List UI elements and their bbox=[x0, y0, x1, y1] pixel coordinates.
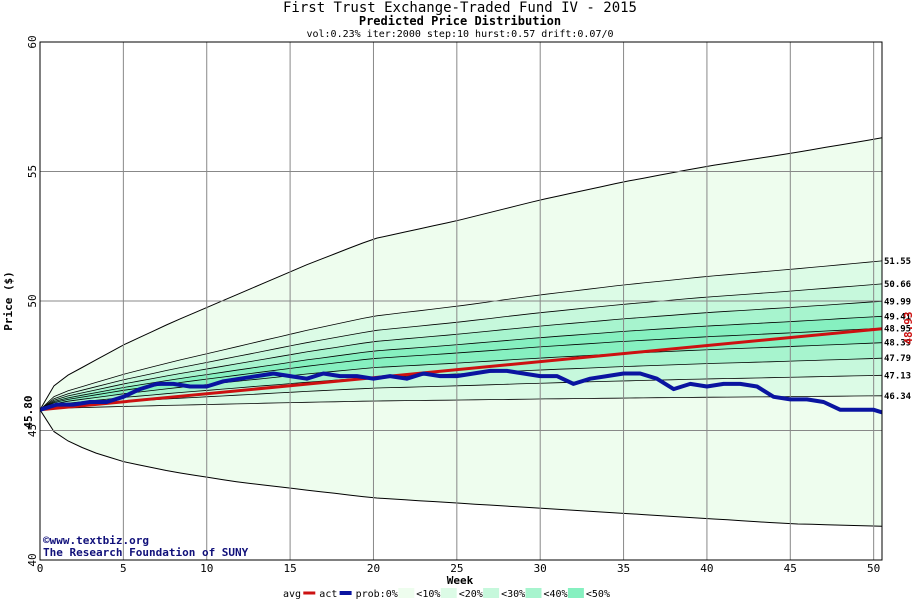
band-line-3 bbox=[39, 315, 883, 411]
band-line-8 bbox=[39, 395, 883, 411]
x-tick-label-35: 35 bbox=[617, 562, 630, 575]
x-tick-label-20: 20 bbox=[367, 562, 380, 575]
chart-title: First Trust Exchange-Traded Fund IV - 20… bbox=[283, 0, 637, 16]
band-value-labels: 51.55 50.66 49.99 49.41 48.95 48.39 47.79 47.13… bbox=[884, 257, 912, 402]
x-tick-label-40: 40 bbox=[700, 562, 713, 575]
envelope-upper-line bbox=[39, 137, 883, 411]
band-line-2 bbox=[39, 300, 883, 411]
legend-label-band-4: <40% bbox=[544, 589, 568, 600]
band-label-8: 46.34 bbox=[884, 392, 912, 402]
band-label-3: 49.41 bbox=[884, 312, 911, 322]
axis-ticks: 0 5 10 15 20 25 30 35 40 45 50 40 45 50 55 60 bbox=[26, 35, 880, 575]
band-label-1: 50.66 bbox=[884, 280, 911, 290]
legend-label-prob: prob:0% bbox=[356, 589, 398, 600]
x-axis-label: Week bbox=[447, 574, 474, 587]
band-line-0 bbox=[39, 260, 883, 411]
band-fill-4 bbox=[40, 316, 882, 410]
start-price-label: 45.80 bbox=[22, 395, 35, 428]
x-tick-label-15: 15 bbox=[283, 562, 296, 575]
watermark-url: ©www.textbiz.org bbox=[43, 534, 149, 547]
band-line-7 bbox=[39, 374, 883, 411]
band-label-6: 47.79 bbox=[884, 354, 911, 364]
y-tick-label-50: 50 bbox=[26, 294, 39, 307]
legend-label-band-3: <30% bbox=[501, 589, 525, 600]
band-label-7: 47.13 bbox=[884, 371, 911, 381]
legend-swatch-band-2 bbox=[440, 588, 457, 598]
legend-swatch-band-4 bbox=[525, 588, 542, 598]
x-tick-label-30: 30 bbox=[534, 562, 547, 575]
probability-bands bbox=[39, 137, 883, 527]
chart-params: vol:0.23% iter:2000 step:10 hurst:0.57 d… bbox=[306, 29, 613, 40]
legend-label-avg: avg bbox=[283, 589, 301, 600]
legend: avg act prob:0% <10% <20% <30% <40% <50% bbox=[283, 588, 610, 600]
legend-swatch-band-5 bbox=[567, 588, 584, 598]
x-tick-label-5: 5 bbox=[120, 562, 127, 575]
legend-label-band-1: <10% bbox=[416, 589, 440, 600]
series-line-act bbox=[39, 368, 883, 415]
legend-label-act: act bbox=[319, 589, 337, 600]
y-tick-label-45: 45 bbox=[26, 424, 39, 437]
legend-swatch-band-3 bbox=[483, 588, 500, 598]
chart-subtitle: Predicted Price Distribution bbox=[359, 14, 561, 28]
x-tick-label-25: 25 bbox=[450, 562, 463, 575]
band-line-5 bbox=[39, 342, 883, 411]
end-avg-label: 48.93 bbox=[902, 311, 915, 344]
envelope-lower-line bbox=[39, 409, 883, 527]
y-tick-label-55: 55 bbox=[26, 165, 39, 178]
band-label-2: 49.99 bbox=[884, 297, 911, 307]
y-axis-label: Price ($) bbox=[2, 271, 15, 331]
band-line-4 bbox=[39, 327, 883, 411]
y-tick-label-60: 60 bbox=[26, 35, 39, 48]
grid-lines bbox=[40, 42, 882, 560]
band-label-5: 48.39 bbox=[884, 339, 911, 349]
x-tick-label-45: 45 bbox=[784, 562, 797, 575]
x-tick-label-50: 50 bbox=[867, 562, 880, 575]
legend-label-band-2: <20% bbox=[459, 589, 483, 600]
plot-frame bbox=[39, 41, 883, 561]
band-line-1 bbox=[39, 283, 883, 411]
y-tick-label-40: 40 bbox=[26, 553, 39, 566]
watermark-org: The Research Foundation of SUNY bbox=[43, 546, 249, 559]
band-label-4: 48.95 bbox=[884, 324, 911, 334]
x-tick-label-10: 10 bbox=[200, 562, 213, 575]
legend-label-band-5: <50% bbox=[586, 589, 610, 600]
legend-swatch-band-1 bbox=[398, 588, 415, 598]
x-tick-label-0: 0 bbox=[37, 562, 44, 575]
series-line-avg bbox=[39, 327, 883, 412]
band-label-0: 51.55 bbox=[884, 257, 911, 267]
series-lines bbox=[39, 327, 883, 415]
